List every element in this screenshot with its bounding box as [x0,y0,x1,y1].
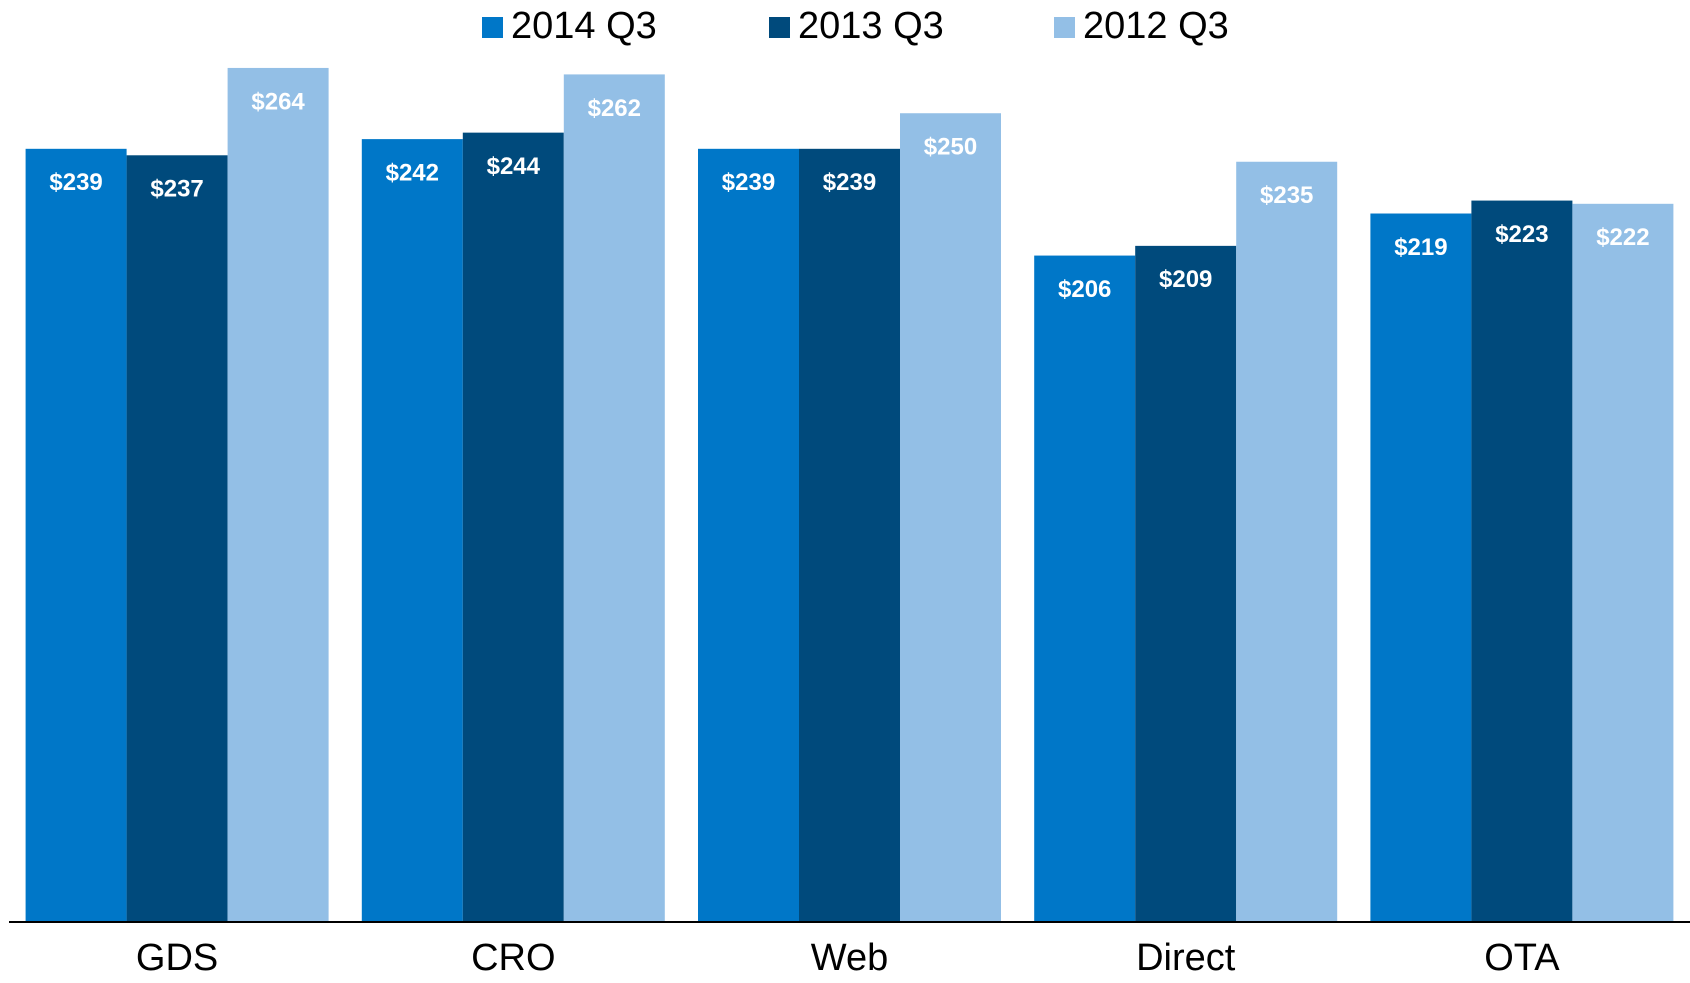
legend-swatch [769,17,790,38]
value-label: $219 [1394,234,1447,261]
value-label: $223 [1495,221,1548,248]
value-label: $239 [823,169,876,196]
bar [25,148,127,923]
value-label: $209 [1159,266,1212,293]
bar [1370,213,1472,922]
value-label: $242 [386,159,439,186]
x-tick-label: GDS [136,937,218,979]
legend-label: 2012 Q3 [1083,5,1229,47]
legend-swatch [1054,17,1075,38]
bar [900,113,1001,922]
x-tick-label: CRO [471,937,555,979]
bar [227,67,329,923]
value-label: $206 [1058,276,1111,303]
bar [1572,203,1674,922]
legend-swatch [482,17,503,38]
x-tick-label: OTA [1484,937,1560,979]
bar [361,139,463,922]
value-label: $262 [588,95,641,122]
value-label: $244 [487,153,541,180]
x-tick-label: Direct [1136,937,1236,979]
bar [1034,255,1136,923]
value-label: $239 [49,169,102,196]
bar [1236,161,1338,922]
bar [563,74,665,922]
bar [799,148,900,923]
value-label: $250 [924,134,977,161]
value-label: $235 [1260,182,1313,209]
value-label: $239 [722,169,775,196]
value-label: $222 [1596,224,1649,251]
bar [698,148,799,923]
bar [126,155,228,923]
bar [1471,200,1573,922]
legend-label: 2013 Q3 [798,5,944,47]
value-label: $237 [150,176,203,203]
bar [462,132,564,922]
value-label: $264 [251,88,305,115]
bar [1135,245,1237,922]
legend-label: 2014 Q3 [511,5,657,47]
x-tick-label: Web [811,937,888,979]
